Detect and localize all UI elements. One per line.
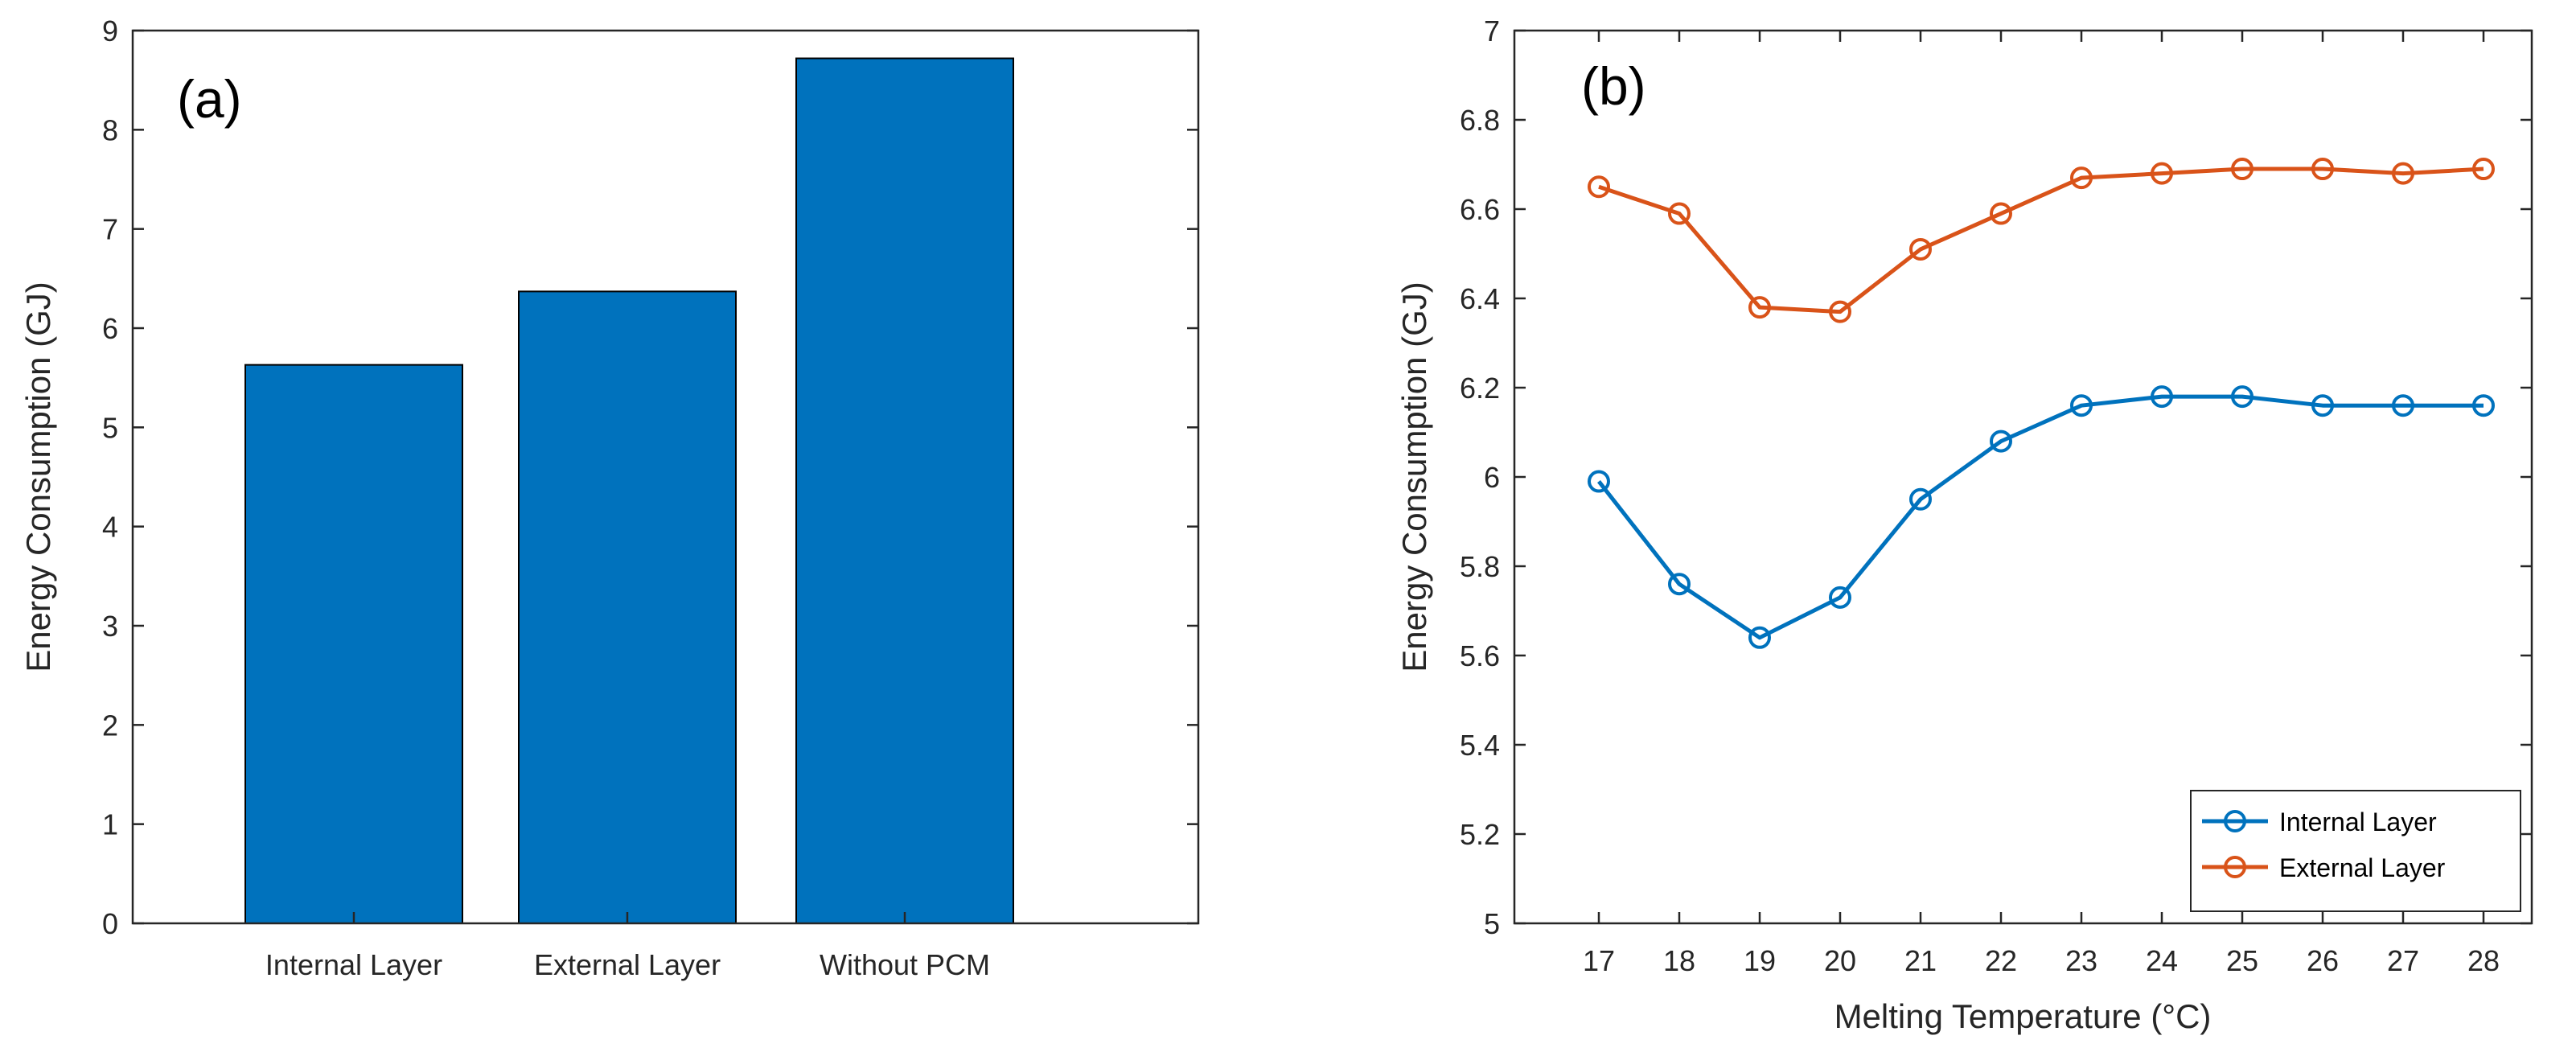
y-tick-label: 7 <box>1484 14 1500 47</box>
point-external-layer <box>2392 162 2414 185</box>
panel-label-a: (a) <box>177 69 242 129</box>
y-tick-label: 6.8 <box>1460 104 1500 137</box>
x-tick-label: 20 <box>1824 944 1856 977</box>
bar-internal-layer <box>244 364 463 924</box>
y-tick-label: 6 <box>102 312 118 345</box>
y-tick-label: 5 <box>1484 907 1500 940</box>
series-line-external-layer <box>1598 166 2484 314</box>
y-tick-label: 6.4 <box>1460 282 1500 315</box>
y-tick-label: 4 <box>102 511 118 544</box>
y-tick-label: 5.6 <box>1460 639 1500 672</box>
x-tick-label: External Layer <box>534 948 721 981</box>
bar-external-layer <box>518 290 737 925</box>
x-axis-ticks-a: Internal Layer External Layer Without PCM <box>265 912 990 981</box>
bar-chart-panel-a: 0 1 2 3 4 5 6 7 8 9 Internal Layer External Layer W… <box>19 14 1200 981</box>
y-axis-ticks-a: 0 1 2 3 4 5 6 7 8 9 <box>102 14 1198 940</box>
point-external-layer <box>2151 162 2173 185</box>
y-tick-label: 5.4 <box>1460 729 1500 762</box>
plot-area-frame-a <box>131 29 1200 925</box>
legend-label-external: External Layer <box>2279 853 2446 882</box>
panel-label-b: (b) <box>1581 56 1646 116</box>
point-internal-layer <box>1909 487 1932 511</box>
y-tick-label: 0 <box>102 907 118 940</box>
y-axis-label-a: Energy Consumption (GJ) <box>19 282 57 672</box>
x-tick-label: 24 <box>2146 944 2178 977</box>
bar-without-pcm <box>795 57 1014 925</box>
legend-entry-external: External Layer <box>2202 853 2446 882</box>
point-internal-layer <box>2231 385 2253 409</box>
x-tick-label: 21 <box>1904 944 1937 977</box>
point-external-layer <box>2311 158 2334 181</box>
x-tick-label: Without PCM <box>820 948 990 981</box>
point-external-layer <box>1829 300 1851 323</box>
point-external-layer <box>1909 237 1932 261</box>
x-tick-label: 25 <box>2226 944 2258 977</box>
y-tick-label: 5 <box>102 411 118 444</box>
point-external-layer <box>1588 175 1610 199</box>
point-internal-layer <box>2472 394 2495 417</box>
point-external-layer <box>1990 202 2012 225</box>
y-tick-label: 3 <box>102 610 118 643</box>
x-tick-label: 27 <box>2387 944 2419 977</box>
x-axis-label-b: Melting Temperature (°C) <box>1834 997 2212 1035</box>
y-tick-label: 2 <box>102 709 118 742</box>
legend-marker-internal <box>2224 810 2246 832</box>
point-external-layer <box>2472 158 2495 181</box>
y-tick-label: 9 <box>102 14 118 47</box>
y-axis-label-b: Energy Consumption (GJ) <box>1395 282 1433 672</box>
legend: Internal Layer External Layer <box>2190 790 2521 912</box>
point-internal-layer <box>1668 573 1691 596</box>
x-axis-ticks-b: 17 18 19 20 21 22 23 24 25 26 27 28 <box>1583 31 2500 977</box>
x-tick-label: 23 <box>2065 944 2097 977</box>
point-internal-layer <box>1990 429 2012 453</box>
y-axis-ticks-b: 5 5.2 5.4 5.6 5.8 6 6.2 6.4 6.6 6.8 7 <box>1460 14 2532 940</box>
x-tick-label: 22 <box>1985 944 2017 977</box>
x-tick-label: Internal Layer <box>265 948 442 981</box>
line-chart-panel-b: 5 5.2 5.4 5.6 5.8 6 6.2 6.4 6.6 6.8 7 17 18 19 20 21 22… <box>1395 14 2533 1035</box>
legend-box <box>2190 790 2521 912</box>
x-tick-label: 17 <box>1583 944 1615 977</box>
y-tick-label: 5.2 <box>1460 818 1500 851</box>
point-external-layer <box>1748 296 1771 319</box>
point-internal-layer <box>2392 394 2414 417</box>
point-external-layer <box>2070 166 2093 190</box>
point-internal-layer <box>1829 586 1851 609</box>
y-tick-label: 6.2 <box>1460 372 1500 405</box>
y-tick-label: 7 <box>102 213 118 246</box>
point-internal-layer <box>2311 394 2334 417</box>
x-tick-label: 26 <box>2307 944 2339 977</box>
x-tick-label: 19 <box>1744 944 1776 977</box>
point-internal-layer <box>2070 394 2093 417</box>
point-internal-layer <box>1748 626 1771 649</box>
y-tick-label: 6.6 <box>1460 193 1500 226</box>
series-line-internal-layer <box>1597 394 2484 640</box>
point-internal-layer <box>1588 470 1610 493</box>
bar-series <box>244 57 1014 925</box>
legend-entry-internal: Internal Layer <box>2202 808 2437 836</box>
point-external-layer <box>1668 202 1691 225</box>
x-tick-label: 18 <box>1663 944 1695 977</box>
y-tick-label: 5.8 <box>1460 550 1500 583</box>
point-internal-layer <box>2151 385 2173 409</box>
legend-label-internal: Internal Layer <box>2279 808 2437 836</box>
plot-area-frame-b <box>1513 29 2533 925</box>
y-tick-label: 6 <box>1484 461 1500 494</box>
legend-marker-external <box>2224 856 2246 878</box>
y-tick-label: 1 <box>102 808 118 841</box>
y-tick-label: 8 <box>102 113 118 146</box>
point-external-layer <box>2231 158 2253 181</box>
line-series <box>1588 158 2495 649</box>
x-tick-label: 28 <box>2467 944 2500 977</box>
